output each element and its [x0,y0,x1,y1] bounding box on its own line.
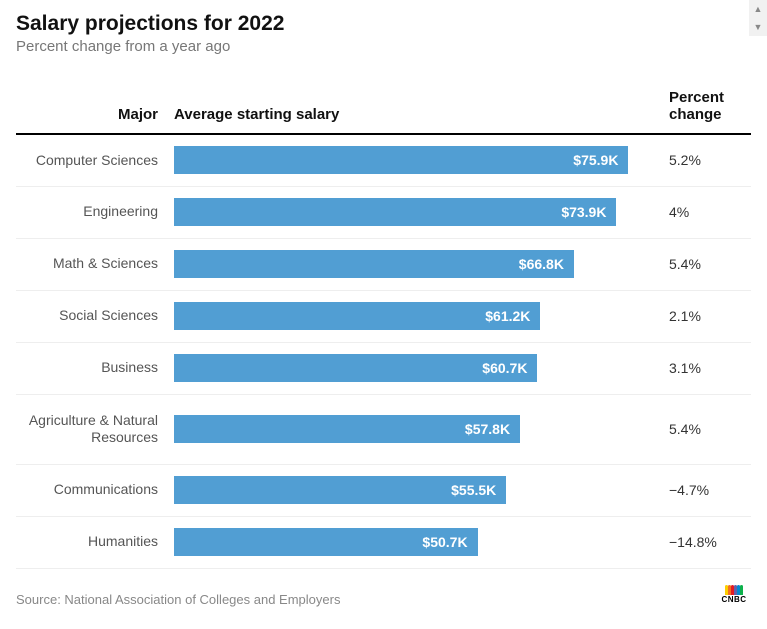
salary-table: Major Average starting salary Percent ch… [16,83,751,569]
peacock-icon [725,585,743,595]
table-row: Communications $55.5K −4.7% [16,464,751,516]
pct-change: 4% [661,186,751,238]
salary-bar: $57.8K [174,415,520,443]
bar-cell: $55.5K [166,464,661,516]
bar-cell: $75.9K [166,134,661,186]
source-text: Source: National Association of Colleges… [16,592,340,607]
chart-footer: Source: National Association of Colleges… [16,579,751,607]
scroll-up-button[interactable]: ▲ [749,0,767,18]
major-label: Agriculture & Natural Resources [16,394,166,464]
pct-change: 2.1% [661,290,751,342]
salary-bar: $50.7K [174,528,478,556]
major-label: Social Sciences [16,290,166,342]
cnbc-logo: CNBC [717,585,751,607]
bar-cell: $50.7K [166,516,661,568]
major-label: Engineering [16,186,166,238]
salary-bar: $75.9K [174,146,628,174]
table-row: Math & Sciences $66.8K 5.4% [16,238,751,290]
pct-change: 5.2% [661,134,751,186]
major-label: Computer Sciences [16,134,166,186]
chart-container: Salary projections for 2022 Percent chan… [0,0,767,619]
scroll-controls: ▲ ▼ [749,0,767,36]
table-row: Agriculture & Natural Resources $57.8K 5.4… [16,394,751,464]
bar-cell: $60.7K [166,342,661,394]
chart-title: Salary projections for 2022 [16,12,751,36]
col-header-salary: Average starting salary [166,83,661,134]
salary-bar: $73.9K [174,198,616,226]
major-label: Humanities [16,516,166,568]
scroll-down-button[interactable]: ▼ [749,18,767,36]
pct-change: 5.4% [661,394,751,464]
bar-cell: $73.9K [166,186,661,238]
pct-change: −4.7% [661,464,751,516]
bar-cell: $61.2K [166,290,661,342]
chart-subtitle: Percent change from a year ago [16,38,751,55]
logo-text: CNBC [721,596,746,604]
major-label: Business [16,342,166,394]
table-row: Social Sciences $61.2K 2.1% [16,290,751,342]
table-row: Engineering $73.9K 4% [16,186,751,238]
major-label: Communications [16,464,166,516]
col-header-major: Major [16,83,166,134]
salary-bar: $60.7K [174,354,537,382]
pct-change: 5.4% [661,238,751,290]
table-row: Computer Sciences $75.9K 5.2% [16,134,751,186]
salary-bar: $66.8K [174,250,574,278]
header-row: Major Average starting salary Percent ch… [16,83,751,134]
bar-cell: $57.8K [166,394,661,464]
major-label: Math & Sciences [16,238,166,290]
salary-bar: $55.5K [174,476,506,504]
pct-change: 3.1% [661,342,751,394]
table-row: Business $60.7K 3.1% [16,342,751,394]
table-row: Humanities $50.7K −14.8% [16,516,751,568]
col-header-pct: Percent change [661,83,751,134]
salary-bar: $61.2K [174,302,540,330]
feather-icon [740,585,743,595]
bar-cell: $66.8K [166,238,661,290]
pct-change: −14.8% [661,516,751,568]
